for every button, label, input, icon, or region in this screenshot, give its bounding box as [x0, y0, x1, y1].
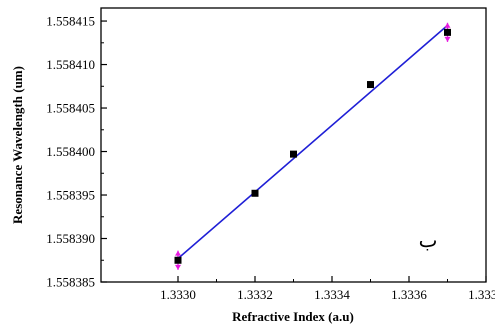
y-tick-label: 1.558410 — [46, 57, 95, 72]
x-tick-label: 1.3336 — [391, 287, 427, 302]
data-points-group — [174, 28, 451, 264]
y-tick-label: 1.558390 — [46, 231, 95, 246]
y-tick-label: 1.558385 — [46, 275, 95, 290]
x-tick-label: 1.3332 — [237, 287, 273, 302]
error-bar-cap-bottom — [175, 264, 181, 270]
data-point — [444, 28, 451, 36]
y-tick-label: 1.558395 — [46, 188, 95, 203]
data-point — [290, 150, 297, 158]
x-axis-label: Refractive Index (a.u) — [232, 309, 354, 324]
data-point — [174, 256, 182, 264]
panel-label: ب — [419, 230, 438, 252]
error-bar-cap-top — [444, 22, 451, 28]
y-axis-label: Resonance Wavelength (um) — [10, 66, 25, 224]
error-bar-cap-bottom — [444, 36, 451, 42]
data-point — [367, 81, 374, 89]
x-tick-label: 1.3330 — [160, 287, 196, 302]
data-point — [251, 189, 259, 197]
fit-line — [177, 24, 449, 260]
y-tick-label: 1.558400 — [46, 144, 95, 159]
x-tick-label: 1.3334 — [314, 287, 350, 302]
y-axis-ticks: 1.558385 1.558390 1.558395 1.558400 1.558405… — [46, 14, 107, 290]
y-tick-label: 1.558405 — [46, 101, 95, 116]
fit-line-group — [177, 24, 449, 260]
x-tick-label: 1.3338 — [468, 287, 495, 302]
error-bar-cap-top — [175, 250, 181, 256]
error-bars-group — [175, 22, 451, 270]
x-axis-ticks: 1.3330 1.3332 1.3334 1.3336 1.3338 — [160, 276, 495, 302]
y-tick-label: 1.558415 — [46, 14, 95, 29]
